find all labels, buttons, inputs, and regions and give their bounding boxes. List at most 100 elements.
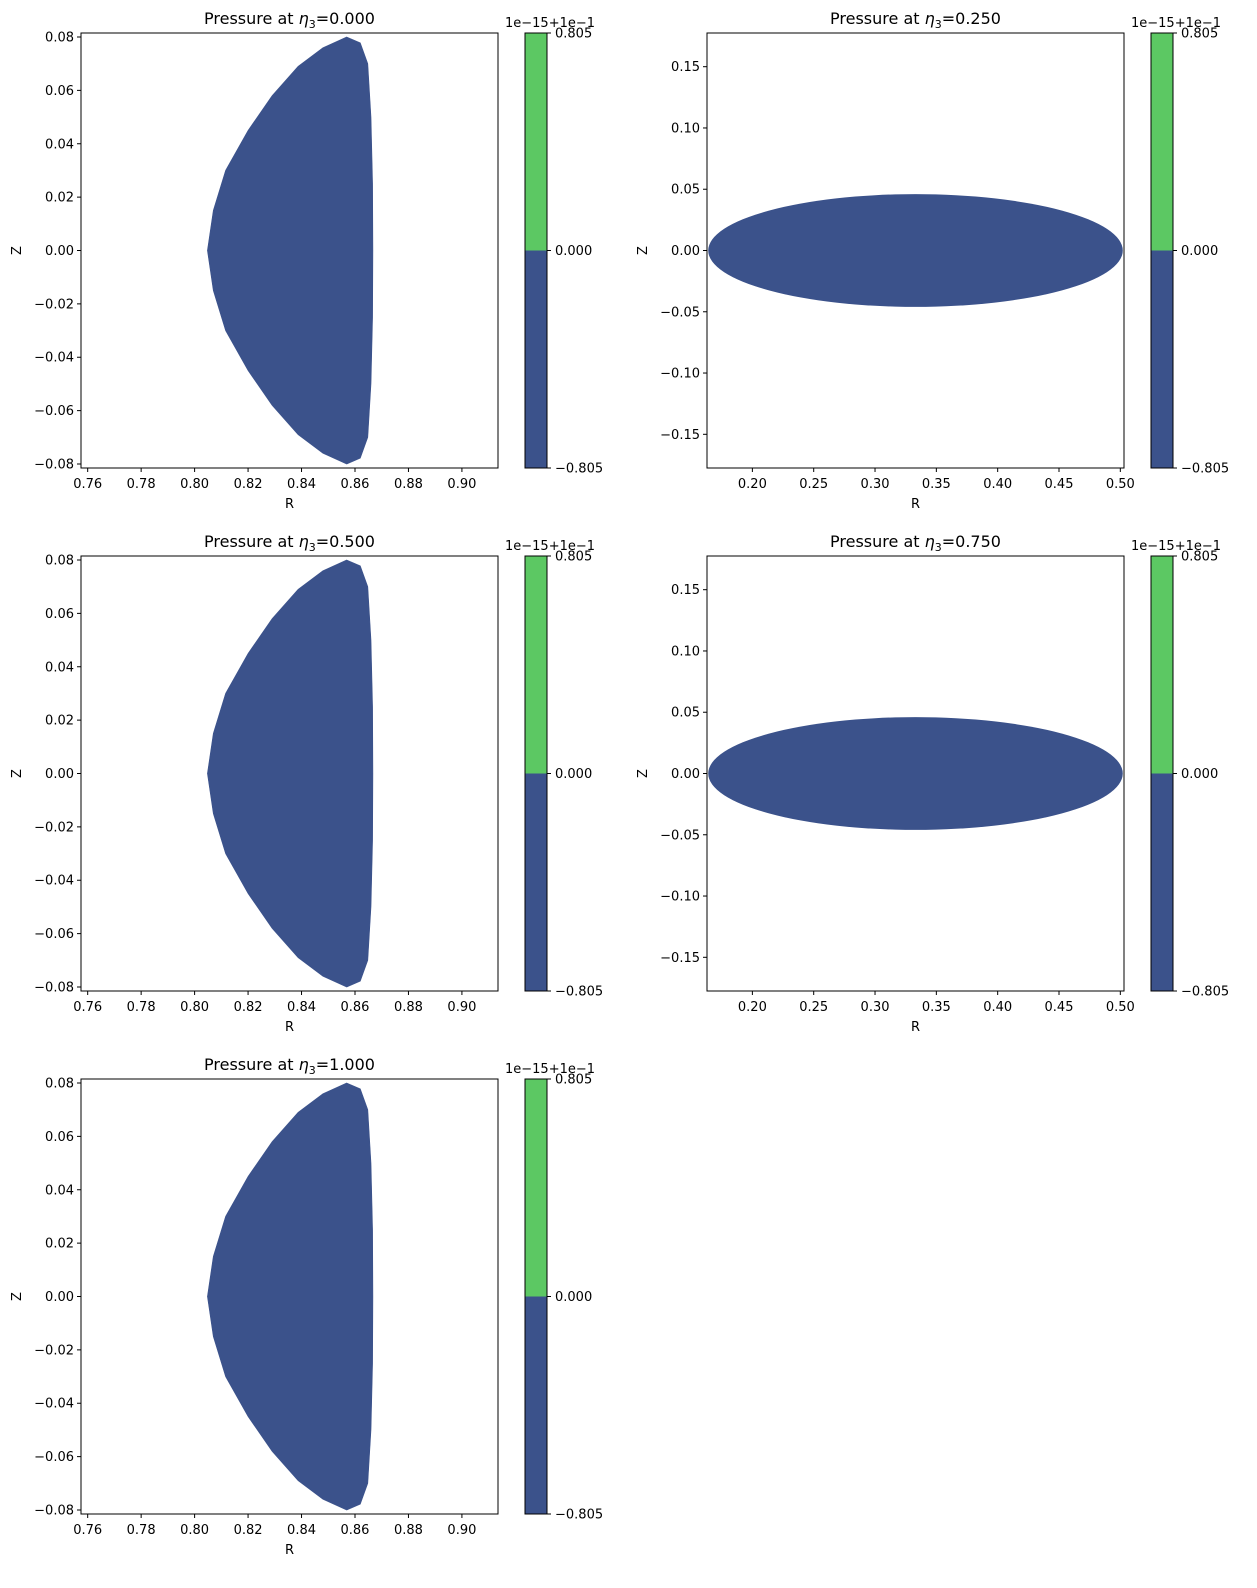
colorbar-tick-label: 0.805 bbox=[555, 550, 592, 565]
colorbar-lower-level bbox=[525, 1296, 547, 1514]
x-tick-label: 0.82 bbox=[234, 1000, 263, 1015]
y-tick-label: 0.08 bbox=[45, 1077, 74, 1092]
y-tick-label: 0.04 bbox=[45, 1183, 74, 1198]
y-tick-label: 0.02 bbox=[45, 1237, 74, 1252]
x-tick-label: 0.35 bbox=[922, 1000, 951, 1015]
x-tick-label: 0.88 bbox=[394, 1523, 423, 1538]
chart-panel-1: 0.76 0.78 0.80 0.82 0.84 0.86 0.88 0.90 0.08 0.06… bbox=[10, 9, 603, 512]
chart-title: Pressure at η3=0.750 bbox=[830, 532, 1001, 554]
x-tick-label: 0.78 bbox=[127, 477, 156, 492]
title-prefix: Pressure at bbox=[204, 1055, 299, 1074]
y-axis-label: Z bbox=[10, 769, 25, 778]
title-subscript: 3 bbox=[309, 541, 316, 554]
y-tick-label: −0.08 bbox=[34, 980, 74, 995]
colorbar-tick-label: 0.000 bbox=[1181, 767, 1218, 782]
x-tick-label: 0.40 bbox=[983, 1000, 1012, 1015]
colorbar-upper-level bbox=[525, 556, 547, 774]
colorbar-tick-label: 0.000 bbox=[555, 1290, 592, 1305]
x-axis-label: R bbox=[285, 1543, 294, 1558]
title-value: =0.000 bbox=[316, 9, 375, 28]
y-tick-label: −0.04 bbox=[34, 1397, 74, 1412]
chart-title: Pressure at η3=0.500 bbox=[204, 532, 375, 554]
x-tick-label: 0.88 bbox=[394, 1000, 423, 1015]
chart-panel-5: 0.76 0.78 0.80 0.82 0.84 0.86 0.88 0.90 0.08 0.06… bbox=[10, 1055, 603, 1558]
y-tick-label: −0.15 bbox=[660, 428, 700, 443]
x-axis-label: R bbox=[911, 497, 920, 512]
x-tick-label: 0.82 bbox=[234, 1523, 263, 1538]
y-tick-label: 0.10 bbox=[671, 644, 700, 659]
y-tick-label: 0.00 bbox=[671, 244, 700, 259]
colorbar-tick-label: 0.805 bbox=[555, 27, 592, 42]
pressure-region bbox=[708, 194, 1123, 307]
y-tick-label: 0.00 bbox=[45, 244, 74, 259]
colorbar-tick-label: −0.805 bbox=[1181, 985, 1229, 1000]
y-axis-label: Z bbox=[636, 246, 651, 255]
chart-title: Pressure at η3=0.000 bbox=[204, 9, 375, 31]
y-tick-label: 0.08 bbox=[45, 31, 74, 46]
x-tick-label: 0.88 bbox=[394, 477, 423, 492]
y-tick-label: −0.06 bbox=[34, 1450, 74, 1465]
y-tick-label: −0.10 bbox=[660, 890, 700, 905]
title-symbol: η bbox=[299, 532, 309, 551]
colorbar-tick-label: 0.805 bbox=[555, 1073, 592, 1088]
y-tick-label: 0.00 bbox=[45, 1290, 74, 1305]
y-tick-label: −0.06 bbox=[34, 927, 74, 942]
title-value: =0.750 bbox=[942, 532, 1001, 551]
x-tick-label: 0.78 bbox=[127, 1523, 156, 1538]
colorbar-upper-level bbox=[1151, 556, 1173, 774]
title-symbol: η bbox=[299, 9, 309, 28]
title-symbol: η bbox=[925, 9, 935, 28]
x-tick-label: 0.76 bbox=[73, 477, 102, 492]
y-tick-label: −0.08 bbox=[34, 457, 74, 472]
chart-panel-3: 0.76 0.78 0.80 0.82 0.84 0.86 0.88 0.90 0.08 0.06… bbox=[10, 532, 603, 1035]
y-tick-label: −0.10 bbox=[660, 367, 700, 382]
pressure-region bbox=[207, 559, 374, 988]
y-tick-label: 0.04 bbox=[45, 660, 74, 675]
title-subscript: 3 bbox=[935, 541, 942, 554]
y-tick-label: 0.06 bbox=[45, 607, 74, 622]
colorbar-tick-label: −0.805 bbox=[1181, 462, 1229, 477]
title-value: =0.500 bbox=[316, 532, 375, 551]
x-tick-label: 0.50 bbox=[1106, 477, 1135, 492]
y-axis-label: Z bbox=[10, 1292, 25, 1301]
chart-title: Pressure at η3=0.250 bbox=[830, 9, 1001, 31]
x-tick-label: 0.78 bbox=[127, 1000, 156, 1015]
x-tick-label: 0.20 bbox=[738, 477, 767, 492]
colorbar-offset-label: 1e−15+1e−1 bbox=[505, 16, 595, 31]
y-tick-label: −0.05 bbox=[660, 305, 700, 320]
y-tick-label: 0.06 bbox=[45, 1130, 74, 1145]
y-tick-label: −0.08 bbox=[34, 1503, 74, 1518]
x-tick-label: 0.84 bbox=[287, 1523, 316, 1538]
colorbar-offset-label: 1e−15+1e−1 bbox=[1131, 16, 1221, 31]
y-tick-label: 0.00 bbox=[45, 767, 74, 782]
y-tick-label: 0.10 bbox=[671, 121, 700, 136]
x-axis-label: R bbox=[911, 1020, 920, 1035]
y-tick-label: −0.04 bbox=[34, 874, 74, 889]
x-tick-label: 0.86 bbox=[341, 1523, 370, 1538]
colorbar-tick-label: 0.805 bbox=[1181, 550, 1218, 565]
y-tick-label: −0.04 bbox=[34, 351, 74, 366]
x-tick-label: 0.76 bbox=[73, 1523, 102, 1538]
title-value: =0.250 bbox=[942, 9, 1001, 28]
y-tick-label: 0.00 bbox=[671, 767, 700, 782]
x-tick-label: 0.25 bbox=[799, 477, 828, 492]
x-tick-label: 0.50 bbox=[1106, 1000, 1135, 1015]
title-prefix: Pressure at bbox=[830, 9, 925, 28]
x-axis-label: R bbox=[285, 497, 294, 512]
y-tick-label: −0.15 bbox=[660, 951, 700, 966]
x-tick-label: 0.80 bbox=[180, 1000, 209, 1015]
x-tick-label: 0.35 bbox=[922, 477, 951, 492]
x-tick-label: 0.76 bbox=[73, 1000, 102, 1015]
x-tick-label: 0.30 bbox=[861, 477, 890, 492]
colorbar-tick-label: 0.000 bbox=[1181, 244, 1218, 259]
colorbar-upper-level bbox=[525, 33, 547, 251]
x-tick-label: 0.25 bbox=[799, 1000, 828, 1015]
title-value: =1.000 bbox=[316, 1055, 375, 1074]
y-tick-label: 0.06 bbox=[45, 84, 74, 99]
x-tick-label: 0.80 bbox=[180, 477, 209, 492]
colorbar-tick-label: −0.805 bbox=[555, 1508, 603, 1523]
colorbar-upper-level bbox=[525, 1079, 547, 1297]
y-tick-label: −0.06 bbox=[34, 404, 74, 419]
x-tick-label: 0.90 bbox=[447, 1523, 476, 1538]
